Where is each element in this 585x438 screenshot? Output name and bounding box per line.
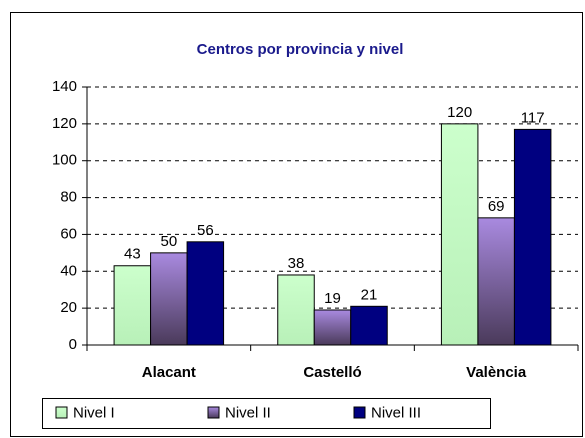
bar [277, 274, 315, 346]
legend-swatch [55, 406, 68, 419]
legend-label: Nivel III [371, 404, 421, 421]
legend-label: Nivel I [73, 404, 115, 421]
y-tick-label: 60 [60, 225, 77, 242]
y-tick-label: 140 [52, 78, 77, 95]
y-tick-label: 100 [52, 152, 77, 169]
data-label: 43 [124, 246, 141, 263]
data-label: 21 [361, 286, 378, 303]
legend-swatch [207, 406, 220, 419]
data-label: 56 [197, 222, 214, 239]
bar [313, 309, 352, 346]
bar [513, 128, 552, 346]
x-tick-label: Castelló [303, 364, 361, 381]
data-label: 50 [160, 233, 177, 250]
data-label: 19 [324, 290, 341, 307]
legend-swatch [353, 406, 366, 419]
y-tick-label: 120 [52, 115, 77, 132]
data-label: 120 [447, 104, 472, 121]
legend-label: Nivel II [225, 404, 271, 421]
data-label: 69 [488, 198, 505, 215]
legend-box [42, 398, 491, 429]
bar [186, 241, 225, 346]
x-tick-label: València [466, 364, 527, 381]
y-tick-label: 40 [60, 262, 77, 279]
chart-title: Centros por provincia y nivel [197, 41, 404, 58]
bar [350, 305, 388, 346]
y-tick-label: 20 [60, 299, 77, 316]
y-tick-label: 0 [69, 336, 77, 353]
bar [113, 265, 152, 346]
data-label: 117 [521, 109, 545, 126]
x-tick-label: Alacant [142, 364, 196, 381]
bar [477, 217, 515, 346]
y-tick-label: 80 [60, 189, 77, 206]
data-label: 38 [288, 255, 305, 272]
bar [440, 123, 479, 346]
bar [150, 252, 188, 346]
